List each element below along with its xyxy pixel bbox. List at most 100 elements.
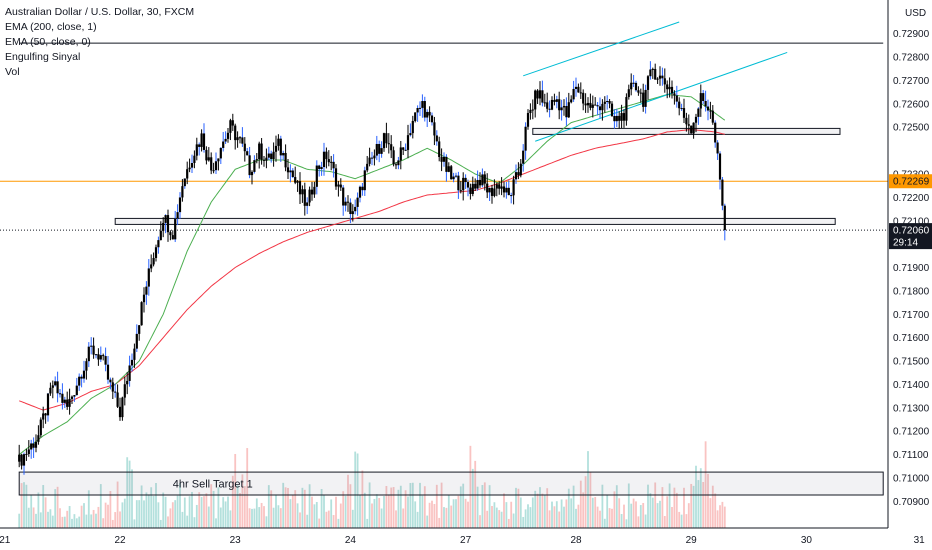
volume-bar (608, 508, 611, 528)
y-tick-label: 0.71900 (893, 263, 930, 274)
candle-body (277, 138, 280, 146)
volume-bar (505, 502, 508, 528)
volume-bar (263, 506, 265, 528)
volume-bar (20, 483, 23, 528)
volume-bar (524, 509, 527, 528)
candle-body (231, 120, 234, 126)
volume-bar (186, 515, 189, 528)
candle-body (445, 156, 448, 172)
volume-bar (97, 506, 100, 528)
candle-body (22, 454, 26, 466)
volume-bar (371, 503, 373, 528)
volume-bar (510, 501, 513, 528)
volume-bar (128, 460, 131, 528)
y-tick-label: 0.71500 (893, 357, 930, 368)
candle-body (562, 105, 566, 108)
indicator-ema-50[interactable]: EMA (50, close, 0) (5, 36, 91, 48)
candle-body (164, 215, 167, 223)
volume-bar (183, 497, 186, 528)
volume-bar (486, 510, 489, 528)
candle-body (342, 187, 345, 206)
volume-bar (654, 482, 657, 528)
volume-bar (661, 487, 664, 528)
candle-body (644, 89, 647, 107)
volume-bar (311, 496, 313, 528)
volume-bar (47, 511, 49, 528)
volume-bar (488, 485, 491, 528)
volume-bar (126, 457, 129, 528)
candle-body (615, 115, 618, 122)
volume-bar (359, 495, 361, 528)
chart-title[interactable]: Australian Dollar / U.S. Dollar, 30, FXC… (5, 6, 195, 18)
volume-bar (267, 485, 270, 528)
indicator-ema-200[interactable]: EMA (200, close, 1) (5, 21, 97, 33)
indicator-volume[interactable]: Vol (5, 66, 20, 78)
x-tick-label: 21 (0, 535, 11, 546)
volume-bar (474, 460, 477, 528)
candle-body (294, 177, 297, 183)
volume-bar (419, 482, 421, 528)
volume-bar (193, 517, 196, 528)
volume-bar (200, 497, 203, 528)
candle-body (502, 186, 506, 193)
candle-body (594, 104, 597, 106)
volume-bar (265, 516, 268, 528)
price-axis-currency: USD (905, 8, 926, 19)
volume-bar (323, 495, 325, 528)
volume-bar (630, 503, 633, 528)
candle-body (111, 382, 114, 392)
volume-bar (306, 514, 309, 528)
candle-body (574, 86, 578, 89)
candle-body (102, 355, 105, 357)
y-tick-label: 0.72800 (893, 53, 930, 64)
volume-bar (123, 498, 126, 528)
y-tick-label: 0.72900 (893, 29, 930, 40)
volume-bar (603, 518, 606, 528)
volume-layer (18, 441, 726, 528)
candle-body (205, 149, 208, 161)
candle-body (308, 189, 311, 203)
candle-body (478, 179, 482, 186)
candle-body (183, 178, 186, 187)
indicator-engulfing[interactable]: Engulfing Sinyal (5, 51, 81, 63)
candle-body (291, 170, 294, 178)
y-tick-label: 0.71000 (893, 473, 930, 484)
candle-body (668, 86, 671, 90)
volume-bar (344, 495, 347, 528)
candle-body (519, 163, 522, 176)
volume-bar (66, 510, 69, 528)
volume-bar (471, 468, 474, 528)
volume-bar (147, 494, 150, 528)
ema-200-line (19, 129, 725, 411)
volume-bar (591, 497, 594, 528)
x-tick-label: 27 (460, 535, 472, 546)
volume-bar (351, 509, 354, 528)
candle-body (375, 143, 378, 156)
volume-bar (462, 483, 465, 528)
volume-bar (433, 503, 436, 528)
candle-body (210, 157, 213, 171)
candle-body (687, 124, 690, 126)
volume-bar (457, 495, 460, 528)
volume-bar (296, 503, 299, 528)
candle-body (567, 102, 570, 118)
candle-body (589, 102, 592, 108)
volume-bar (697, 480, 700, 528)
volume-bar (707, 473, 709, 528)
candle-body (226, 132, 230, 139)
candle-body (58, 393, 62, 395)
candle-body (49, 387, 52, 394)
volume-bar (666, 496, 669, 528)
volume-bar (678, 511, 681, 528)
x-tick-label: 23 (230, 535, 242, 546)
x-tick-label: 29 (686, 535, 698, 546)
volume-bar (174, 500, 177, 528)
volume-bar (416, 511, 419, 528)
volume-bar (342, 491, 345, 528)
volume-bar (584, 476, 587, 528)
legend: Australian Dollar / U.S. Dollar, 30, FXC… (5, 5, 194, 80)
candle-body (663, 78, 666, 85)
candle-body (368, 157, 371, 164)
volume-bar (536, 493, 539, 528)
